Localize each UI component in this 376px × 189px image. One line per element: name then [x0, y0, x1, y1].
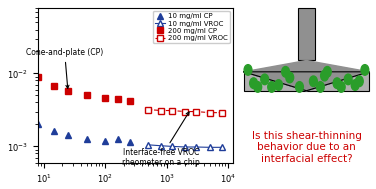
- Circle shape: [317, 82, 324, 92]
- Circle shape: [355, 76, 363, 87]
- Circle shape: [282, 67, 290, 77]
- Text: Interface-free VROC
rheometer on a chip: Interface-free VROC rheometer on a chip: [122, 112, 200, 167]
- Circle shape: [268, 82, 276, 92]
- Circle shape: [361, 65, 369, 75]
- Circle shape: [309, 76, 317, 87]
- Circle shape: [275, 80, 282, 90]
- Polygon shape: [244, 72, 369, 91]
- Polygon shape: [244, 60, 369, 91]
- Circle shape: [261, 74, 268, 85]
- Circle shape: [333, 78, 341, 88]
- Circle shape: [321, 70, 328, 81]
- Circle shape: [296, 82, 303, 92]
- Circle shape: [323, 67, 331, 77]
- Legend: 10 mg/ml CP, 10 mg/ml VROC, 200 mg/ml CP, 200 mg/ml VROC: 10 mg/ml CP, 10 mg/ml VROC, 200 mg/ml CP…: [153, 11, 230, 43]
- FancyBboxPatch shape: [244, 72, 369, 91]
- Circle shape: [286, 72, 294, 83]
- Circle shape: [244, 65, 252, 75]
- Circle shape: [344, 74, 352, 85]
- FancyBboxPatch shape: [298, 8, 315, 60]
- Circle shape: [254, 82, 262, 92]
- Text: Is this shear-thinning
behavior due to an
interfacial effect?: Is this shear-thinning behavior due to a…: [252, 131, 361, 164]
- Circle shape: [337, 82, 345, 92]
- Text: Cone-and-plate (CP): Cone-and-plate (CP): [26, 48, 103, 88]
- Y-axis label: η [Pa.s]: η [Pa.s]: [0, 67, 2, 104]
- Circle shape: [351, 80, 359, 90]
- Circle shape: [250, 78, 258, 88]
